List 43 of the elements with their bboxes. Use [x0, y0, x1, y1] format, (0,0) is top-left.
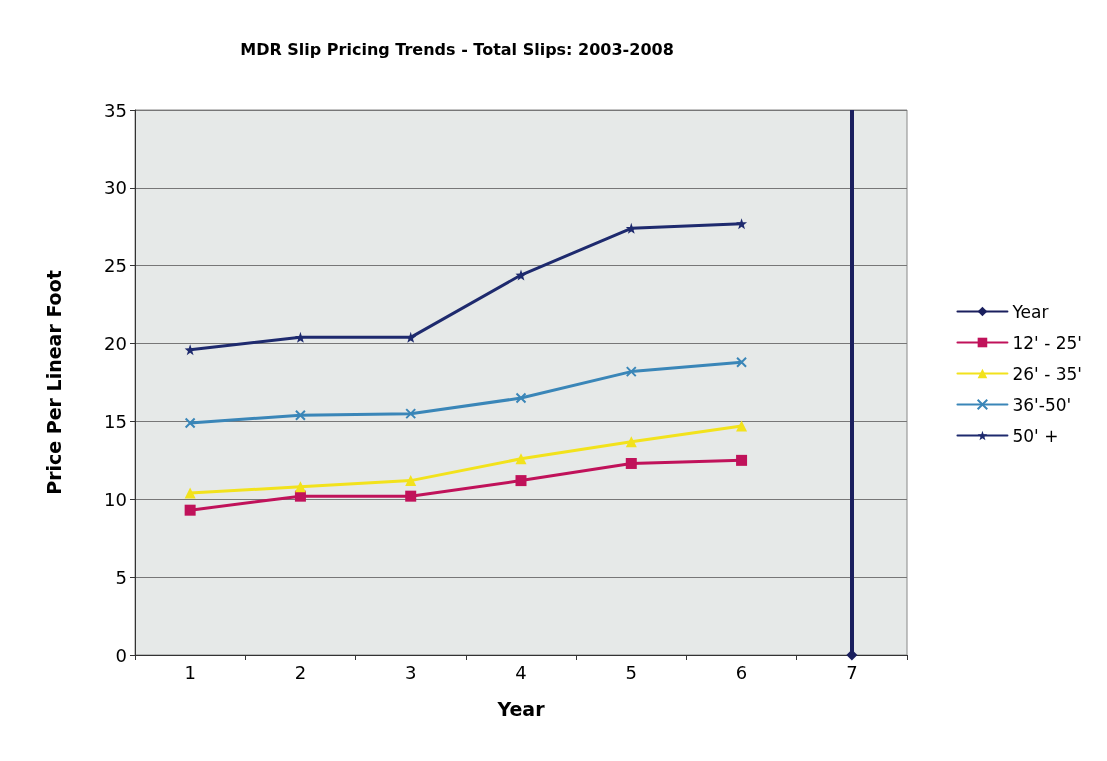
point	[184, 487, 196, 499]
y-tick-label: 30	[104, 177, 127, 199]
x-tick-label: 3	[404, 661, 417, 683]
point	[736, 420, 748, 432]
point	[515, 269, 527, 281]
x-tick-label: 4	[515, 661, 527, 683]
y-tick-label: 20	[104, 333, 127, 355]
legend-label: Year	[1011, 301, 1049, 322]
y-tick-label: 35	[104, 99, 127, 121]
x-tick-label: 2	[294, 661, 307, 683]
point	[184, 504, 196, 516]
point	[294, 490, 306, 502]
point	[625, 436, 637, 448]
point	[294, 409, 306, 421]
x-tick-label: 6	[735, 661, 748, 683]
x-axis-title: Year	[496, 697, 546, 720]
y-axis-title: Price Per Linear Foot	[42, 270, 65, 495]
y-tick-label: 25	[104, 255, 127, 277]
y-tick-label: 15	[104, 410, 127, 432]
point	[405, 490, 417, 502]
y-tick-label: 10	[104, 488, 127, 510]
legend-label: 36'-50'	[1012, 394, 1072, 415]
point	[736, 454, 748, 466]
point	[515, 453, 527, 465]
y-tick-label: 0	[115, 644, 127, 666]
point	[515, 475, 527, 487]
point	[625, 457, 637, 469]
point	[736, 218, 748, 230]
legend-label: 26' - 35'	[1012, 363, 1083, 384]
point	[405, 475, 417, 487]
y-tick-label: 5	[115, 566, 127, 588]
chart-title: MDR Slip Pricing Trends - Total Slips: 2003-2008	[240, 39, 674, 59]
point	[294, 481, 306, 493]
point	[184, 417, 196, 429]
legend-label: 12' - 25'	[1012, 332, 1083, 353]
point	[625, 366, 637, 378]
x-tick-label: 5	[625, 661, 638, 683]
legend-label: 50' +	[1012, 425, 1059, 446]
point	[405, 408, 417, 420]
x-tick-label: 7	[846, 661, 858, 683]
point	[515, 392, 527, 404]
point	[736, 356, 748, 368]
x-tick-label: 1	[184, 661, 196, 683]
